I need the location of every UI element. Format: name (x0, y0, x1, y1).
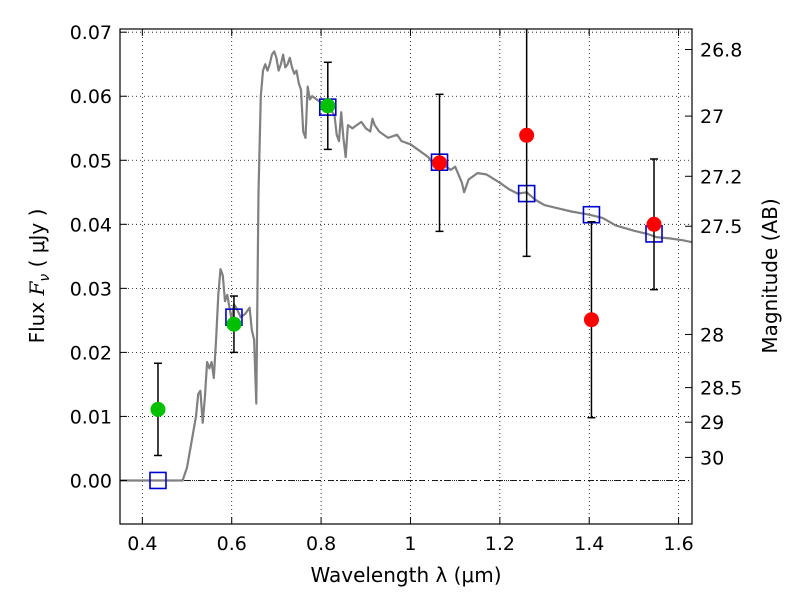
observed-flux-point (320, 98, 336, 114)
observed-flux-point (646, 216, 662, 232)
observed-flux-point (583, 312, 599, 328)
magnitude-tick-label: 29 (700, 412, 724, 434)
observed-flux-point (519, 127, 535, 143)
y-axis-label-right: Magnitude (AB) (758, 198, 782, 353)
series-2 (150, 61, 336, 457)
plot-area (120, 29, 692, 490)
y-tick-label: 0.00 (70, 470, 112, 492)
svg-text:Flux Fν ( μJy ): Flux Fν ( μJy ) (25, 209, 53, 344)
x-tick-label: 1.4 (574, 533, 604, 555)
magnitude-tick-label: 27 (700, 106, 724, 128)
grid-lines (120, 29, 692, 524)
magnitude-tick-label: 28 (700, 324, 724, 346)
y-tick-label: 0.03 (70, 278, 112, 300)
x-tick-label: 0.4 (127, 533, 157, 555)
observed-flux-point (226, 316, 242, 332)
axis-tick-labels: 0.4 0.6 0.8 1 1.2 1.4 1.6 0.00 0.01 0.02 0.03 0.04 0… (70, 22, 743, 555)
x-tick-label: 1.2 (485, 533, 515, 555)
y-axis-label-symbol: F (25, 280, 49, 296)
y-axis-label-left: Flux Fν ( μJy ) (25, 209, 53, 344)
magnitude-tick-label: 30 (700, 447, 724, 469)
model-flux-square (149, 471, 167, 490)
x-axis-label: Wavelength λ (μm) (310, 563, 501, 587)
y-axis-label-subscript: ν (37, 274, 53, 282)
y-tick-label: 0.05 (70, 150, 112, 172)
plot-background (120, 29, 692, 524)
axis-ticks (120, 29, 692, 524)
series-3 (432, 29, 662, 419)
x-tick-label: 0.6 (217, 533, 247, 555)
x-tick-label: 1 (404, 533, 416, 555)
y-axis-label-suffix: ( μJy ) (25, 209, 49, 274)
y-tick-label: 0.01 (70, 406, 112, 428)
magnitude-tick-label: 27.5 (700, 216, 742, 238)
plot-frame (119, 28, 693, 525)
y-tick-label: 0.07 (70, 22, 112, 44)
magnitude-tick-label: 28.5 (700, 378, 742, 400)
observed-flux-point (432, 155, 448, 171)
y-axis-label-prefix: Flux (25, 295, 49, 343)
y-tick-label: 0.04 (70, 214, 112, 236)
series-0 (120, 50, 692, 482)
magnitude-tick-label: 26.8 (700, 39, 742, 61)
observed-flux-point (150, 401, 166, 417)
y-tick-label: 0.06 (70, 86, 112, 108)
x-tick-label: 1.6 (663, 533, 693, 555)
magnitude-tick-label: 27.2 (700, 166, 742, 188)
x-tick-label: 0.8 (306, 533, 336, 555)
model-spectrum-line (120, 50, 692, 482)
y-tick-label: 0.02 (70, 342, 112, 364)
